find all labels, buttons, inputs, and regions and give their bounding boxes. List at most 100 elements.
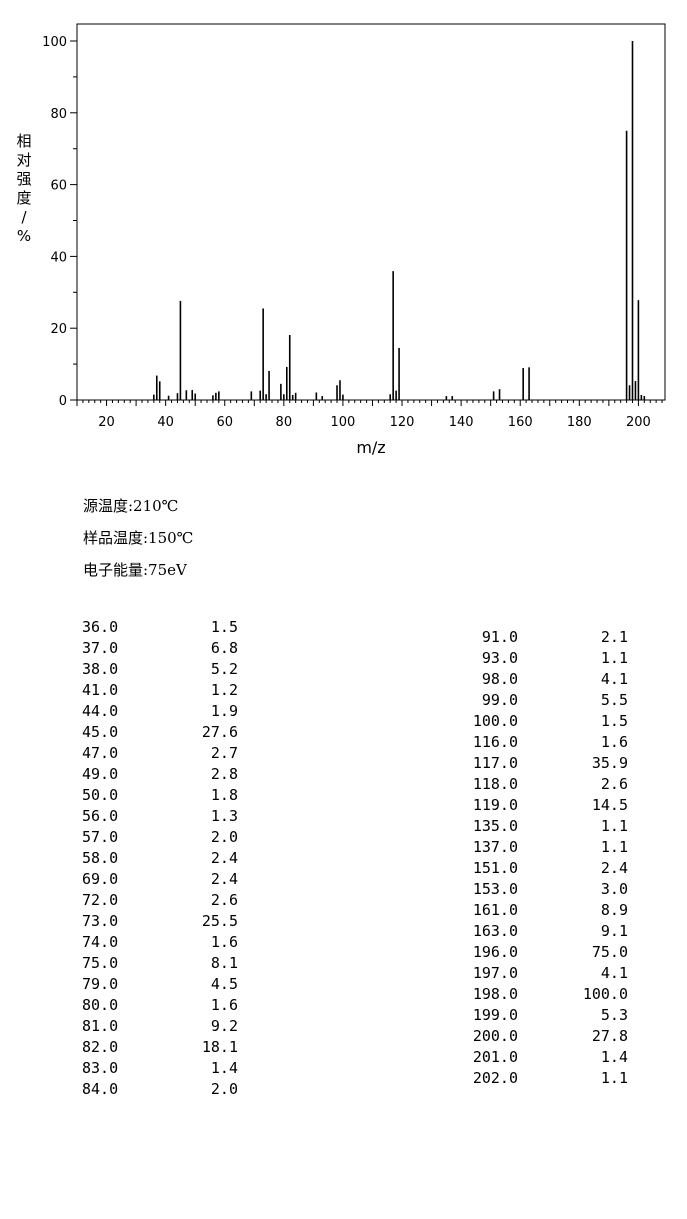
peak-abundance: 2.8 [210, 765, 238, 783]
peak-mz: 199.0 [472, 1006, 518, 1024]
peak-row: 153.0 3.0 [462, 879, 628, 900]
peak-row: 84.0 2.0 [82, 1079, 238, 1100]
y-axis-label-char: / [21, 208, 27, 226]
plot-frame [76, 23, 666, 401]
peak-mz: 98.0 [481, 670, 518, 688]
peak-abundance: 1.6 [210, 996, 238, 1014]
peak-mz: 117.0 [472, 754, 518, 772]
peak-row: 81.0 9.2 [82, 1016, 238, 1037]
peak-abundance: 8.1 [210, 954, 238, 972]
peak-abundance: 2.4 [600, 859, 628, 877]
peak-row: 73.0 25.5 [82, 911, 238, 932]
x-tick-label: 100 [331, 415, 356, 430]
peak-mz: 81.0 [82, 1017, 119, 1035]
y-tick-label: 100 [42, 35, 67, 50]
peak-mz: 119.0 [472, 796, 518, 814]
peak-mz: 45.0 [82, 723, 119, 741]
peak-row: 50.0 1.8 [82, 785, 238, 806]
peak-row: 47.0 2.7 [82, 743, 238, 764]
peak-mz: 79.0 [82, 975, 119, 993]
y-axis-label-char: 度 [16, 189, 31, 207]
peak-abundance: 9.1 [600, 922, 628, 940]
peak-row: 58.0 2.4 [82, 848, 238, 869]
peak-mz: 50.0 [82, 786, 119, 804]
peak-mz: 37.0 [82, 639, 119, 657]
peak-abundance: 2.4 [210, 870, 238, 888]
y-tick-label: 40 [50, 250, 67, 265]
peak-mz: 47.0 [82, 744, 119, 762]
peak-mz: 74.0 [82, 933, 119, 951]
peak-row: 45.0 27.6 [82, 722, 238, 743]
peak-row: 41.0 1.2 [82, 680, 238, 701]
peak-row: 201.0 1.4 [462, 1047, 628, 1068]
peak-abundance: 1.1 [600, 817, 628, 835]
peak-row: 198.0 100.0 [462, 984, 628, 1005]
peak-abundance: 2.6 [210, 891, 238, 909]
peak-mz: 84.0 [82, 1080, 119, 1098]
peak-mz: 80.0 [82, 996, 119, 1014]
peak-mz: 99.0 [481, 691, 518, 709]
peak-abundance: 1.1 [600, 649, 628, 667]
peak-row: 82.0 18.1 [82, 1037, 238, 1058]
peak-abundance: 5.3 [600, 1006, 628, 1024]
peak-mz: 38.0 [82, 660, 119, 678]
peak-abundance: 1.9 [210, 702, 238, 720]
x-tick-label: 60 [216, 415, 233, 430]
x-axis-label: m/z [356, 438, 385, 457]
peak-mz: 151.0 [472, 859, 518, 877]
y-tick-label: 20 [50, 322, 67, 337]
peak-mz: 75.0 [82, 954, 119, 972]
peak-abundance: 27.6 [201, 723, 238, 741]
peak-mz: 44.0 [82, 702, 119, 720]
peak-abundance: 1.5 [600, 712, 628, 730]
peak-abundance: 100.0 [582, 985, 628, 1003]
peak-mz: 56.0 [82, 807, 119, 825]
peak-abundance: 5.5 [600, 691, 628, 709]
spectrum-peaks [153, 41, 646, 400]
source-temperature: 源温度:210℃ [83, 497, 179, 515]
peak-abundance: 1.6 [600, 733, 628, 751]
peak-row: 80.0 1.6 [82, 995, 238, 1016]
peak-mz: 73.0 [82, 912, 119, 930]
peak-row: 99.0 5.5 [462, 690, 628, 711]
peak-mz: 41.0 [82, 681, 119, 699]
y-axis: 0 20 40 60 80 100 [42, 35, 77, 409]
y-tick-label: 80 [50, 107, 67, 122]
peak-row: 56.0 1.3 [82, 806, 238, 827]
peak-abundance: 35.9 [591, 754, 628, 772]
sample-temperature: 样品温度:150℃ [83, 529, 194, 547]
peak-mz: 82.0 [82, 1038, 119, 1056]
peak-mz: 198.0 [472, 985, 518, 1003]
peak-row: 117.0 35.9 [462, 753, 628, 774]
x-tick-label: 40 [157, 415, 174, 430]
peak-mz: 83.0 [82, 1059, 119, 1077]
y-axis-label-char: 强 [16, 170, 31, 188]
peak-abundance: 1.5 [210, 618, 238, 636]
peak-mz: 135.0 [472, 817, 518, 835]
peak-abundance: 2.7 [210, 744, 238, 762]
peak-row: 119.0 14.5 [462, 795, 628, 816]
peak-row: 72.0 2.6 [82, 890, 238, 911]
peak-mz: 202.0 [472, 1069, 518, 1087]
peak-mz: 58.0 [82, 849, 119, 867]
peak-abundance: 1.2 [210, 681, 238, 699]
peak-mz: 72.0 [82, 891, 119, 909]
peak-row: 49.0 2.8 [82, 764, 238, 785]
peak-abundance: 1.3 [210, 807, 238, 825]
peak-abundance: 8.9 [600, 901, 628, 919]
peak-abundance: 1.8 [210, 786, 238, 804]
peak-mz: 153.0 [472, 880, 518, 898]
peak-row: 161.0 8.9 [462, 900, 628, 921]
peak-abundance: 14.5 [591, 796, 628, 814]
peak-mz: 137.0 [472, 838, 518, 856]
peak-abundance: 2.0 [210, 1080, 238, 1098]
peak-mz: 196.0 [472, 943, 518, 961]
peak-row: 36.0 1.5 [82, 617, 238, 638]
peak-row: 200.0 27.8 [462, 1026, 628, 1047]
peak-mz: 116.0 [472, 733, 518, 751]
y-tick-label: 60 [50, 179, 67, 194]
peak-abundance: 9.2 [210, 1017, 238, 1035]
peak-row: 151.0 2.4 [462, 858, 628, 879]
peak-abundance: 75.0 [591, 943, 628, 961]
